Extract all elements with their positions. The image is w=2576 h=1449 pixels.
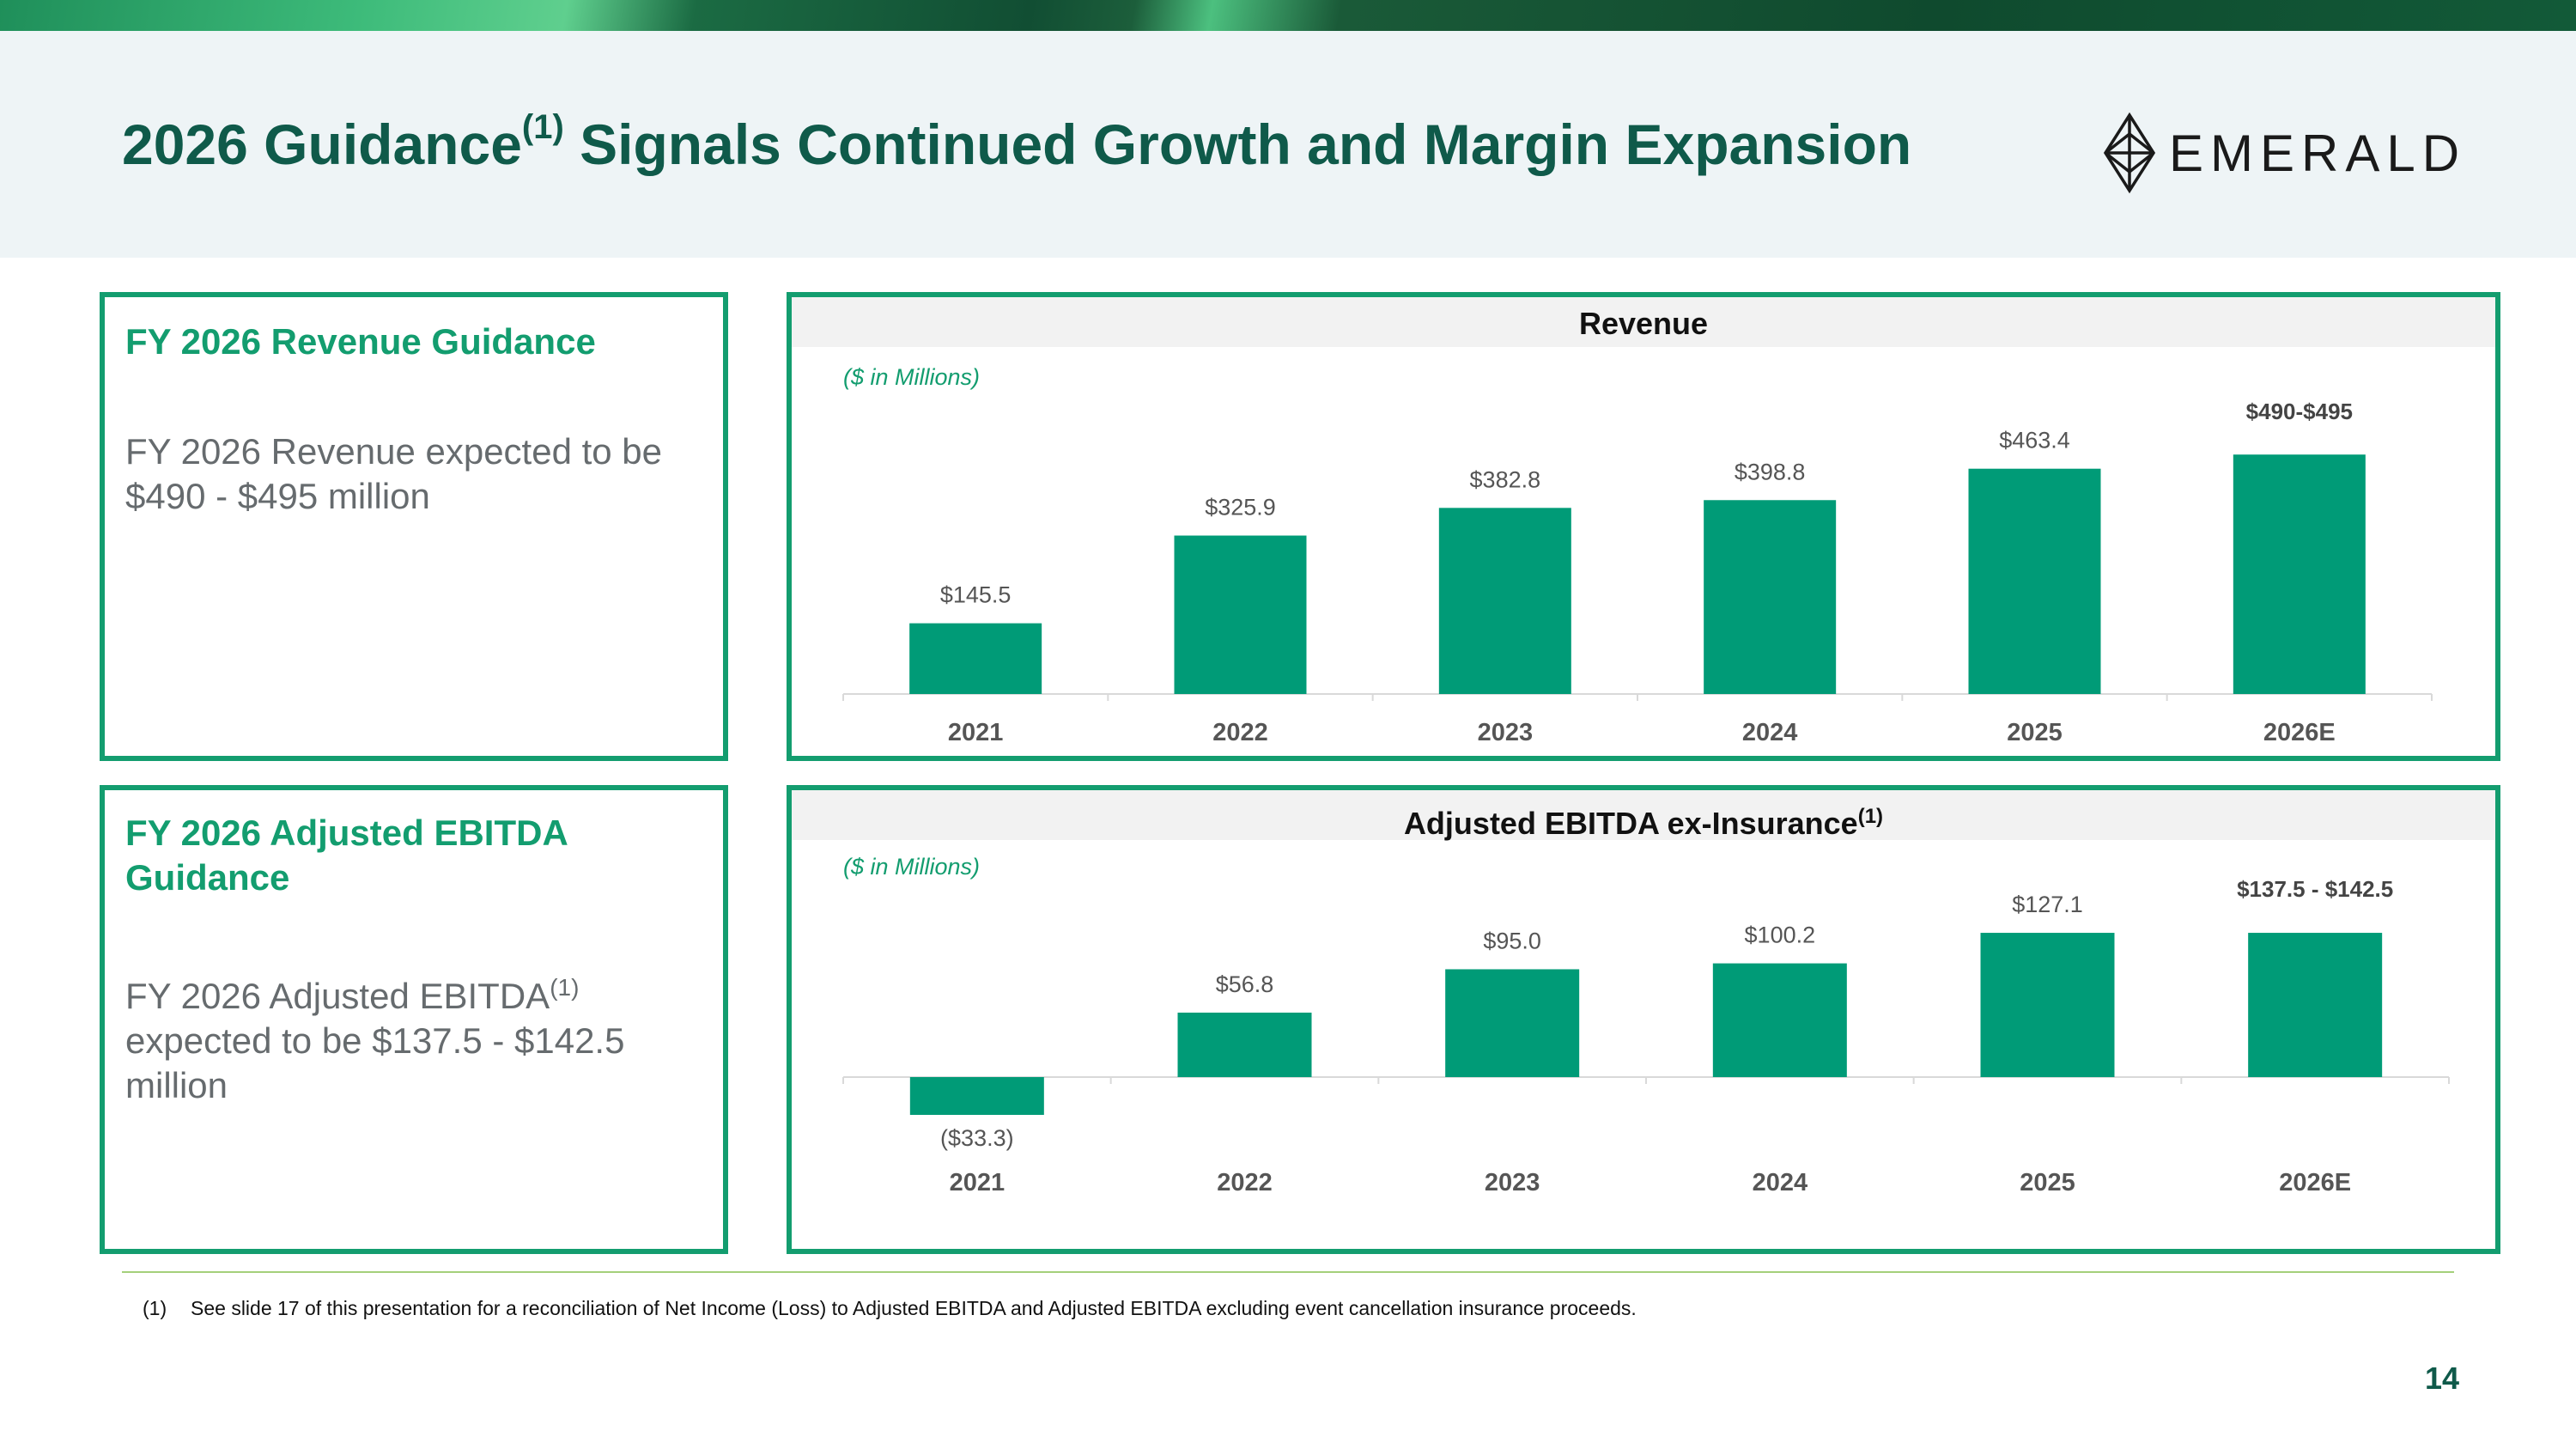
ebitda-bar-2023 bbox=[1445, 969, 1580, 1077]
ebitda-guidance-title-line: Guidance bbox=[125, 857, 290, 898]
ebitda-guidance-line: FY 2026 Adjusted EBITDA bbox=[125, 976, 550, 1016]
revenue-bar-2022 bbox=[1174, 535, 1307, 694]
ebitda-data-label: $100.2 bbox=[1745, 922, 1816, 948]
top-decorative-band bbox=[0, 0, 2576, 31]
footnote: (1) See slide 17 of this presentation for… bbox=[143, 1297, 1637, 1320]
revenue-data-label: $325.9 bbox=[1205, 495, 1276, 521]
title-superscript: (1) bbox=[521, 108, 564, 146]
revenue-chart-title: Revenue bbox=[792, 297, 2495, 347]
ebitda-guidance-title: FY 2026 Adjusted EBITDA Guidance bbox=[125, 811, 568, 900]
ebitda-bar-chart: ($33.3) 2021 $56.8 2022 $95.0 2023 $100.2 2024 $… bbox=[842, 876, 2450, 1196]
ebitda-category-label: 2021 bbox=[950, 1169, 1005, 1196]
revenue-category-label: 2021 bbox=[948, 719, 1004, 746]
title-text-rest: Signals Continued Growth and Margin Expa… bbox=[563, 113, 1912, 176]
revenue-category-label: 2022 bbox=[1212, 719, 1268, 746]
footnote-number: (1) bbox=[143, 1297, 167, 1319]
revenue-data-label: $382.8 bbox=[1470, 466, 1541, 492]
ebitda-guidance-superscript: (1) bbox=[550, 974, 580, 1001]
ebitda-category-label: 2025 bbox=[2020, 1169, 2075, 1196]
ebitda-chart-unit: ($ in Millions) bbox=[843, 854, 981, 880]
ebitda-bar-2024 bbox=[1712, 963, 1847, 1077]
ebitda-bar-2026E bbox=[2248, 933, 2383, 1077]
revenue-bar-2026E bbox=[2233, 454, 2366, 694]
ebitda-bar-2021 bbox=[909, 1077, 1044, 1116]
revenue-bar-2023 bbox=[1438, 508, 1571, 694]
revenue-category-label: 2024 bbox=[1742, 719, 1798, 746]
ebitda-bar-2025 bbox=[1980, 933, 2115, 1077]
revenue-guidance-text: FY 2026 Revenue expected to be $490 - $4… bbox=[125, 429, 662, 519]
ebitda-guidance-line: million bbox=[125, 1065, 228, 1105]
ebitda-category-label: 2024 bbox=[1753, 1169, 1808, 1196]
revenue-category-label: 2025 bbox=[2007, 719, 2063, 746]
revenue-bar-2021 bbox=[909, 623, 1042, 694]
ebitda-data-label: ($33.3) bbox=[940, 1125, 1014, 1151]
revenue-guidance-box: FY 2026 Revenue Guidance FY 2026 Revenue… bbox=[100, 292, 728, 761]
emerald-logo-icon bbox=[2103, 112, 2156, 194]
ebitda-data-label: $56.8 bbox=[1216, 971, 1274, 997]
revenue-data-label: $490-$495 bbox=[2246, 399, 2353, 424]
revenue-bar-2025 bbox=[1968, 468, 2101, 694]
revenue-bar-2024 bbox=[1704, 500, 1837, 694]
logo-wordmark: EMERALD bbox=[2169, 124, 2467, 182]
ebitda-guidance-line: expected to be $137.5 - $142.5 bbox=[125, 1020, 625, 1061]
revenue-category-label: 2026E bbox=[2263, 719, 2336, 746]
page-number: 14 bbox=[2425, 1361, 2460, 1396]
revenue-data-label: $463.4 bbox=[1999, 428, 2070, 454]
ebitda-chart-title-superscript: (1) bbox=[1857, 805, 1884, 828]
ebitda-category-label: 2022 bbox=[1217, 1169, 1273, 1196]
ebitda-chart-title-text: Adjusted EBITDA ex-Insurance bbox=[1403, 806, 1858, 841]
revenue-bar-chart: $145.5 2021 $325.9 2022 $382.8 2023 $398.8 2024… bbox=[842, 399, 2433, 746]
footnote-divider bbox=[122, 1271, 2454, 1273]
title-text: 2026 Guidance bbox=[122, 113, 522, 176]
revenue-guidance-line: $490 - $495 million bbox=[125, 476, 430, 516]
revenue-guidance-line: FY 2026 Revenue expected to be bbox=[125, 431, 663, 472]
ebitda-category-label: 2026E bbox=[2279, 1169, 2351, 1196]
ebitda-guidance-box: FY 2026 Adjusted EBITDA Guidance FY 2026… bbox=[100, 785, 728, 1254]
ebitda-guidance-text: FY 2026 Adjusted EBITDA(1) expected to b… bbox=[125, 965, 624, 1108]
revenue-category-label: 2023 bbox=[1478, 719, 1534, 746]
ebitda-category-label: 2023 bbox=[1485, 1169, 1540, 1196]
ebitda-data-label: $127.1 bbox=[2012, 892, 2083, 917]
revenue-guidance-title: FY 2026 Revenue Guidance bbox=[125, 321, 596, 362]
ebitda-data-label: $95.0 bbox=[1483, 928, 1541, 953]
revenue-chart-panel: Revenue ($ in Millions) $145.5 2021 $325.9… bbox=[787, 292, 2500, 761]
revenue-data-label: $398.8 bbox=[1735, 459, 1806, 484]
ebitda-data-label: $137.5 - $142.5 bbox=[2237, 876, 2393, 902]
footnote-text: See slide 17 of this presentation for a … bbox=[191, 1297, 1637, 1319]
emerald-logo: EMERALD bbox=[2102, 110, 2466, 196]
ebitda-bar-2022 bbox=[1177, 1012, 1312, 1077]
ebitda-chart-title: Adjusted EBITDA ex-Insurance(1) bbox=[792, 790, 2495, 841]
ebitda-chart-panel: Adjusted EBITDA ex-Insurance(1) ($ in Mi… bbox=[787, 785, 2500, 1254]
revenue-data-label: $145.5 bbox=[940, 582, 1012, 608]
revenue-chart-unit: ($ in Millions) bbox=[843, 364, 981, 390]
page-title: 2026 Guidance(1) Signals Continued Growt… bbox=[122, 108, 1912, 177]
ebitda-guidance-title-line: FY 2026 Adjusted EBITDA bbox=[125, 813, 568, 853]
